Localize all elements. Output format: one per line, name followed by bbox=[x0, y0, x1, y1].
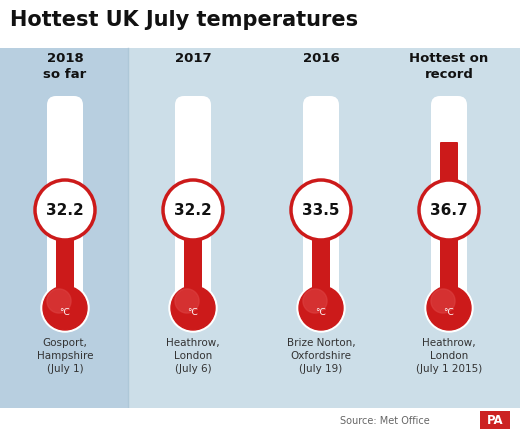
Text: 36.7: 36.7 bbox=[430, 202, 468, 218]
Circle shape bbox=[419, 180, 479, 240]
Circle shape bbox=[291, 180, 351, 240]
Text: Heathrow,
London
(July 1 2015): Heathrow, London (July 1 2015) bbox=[416, 338, 482, 375]
FancyBboxPatch shape bbox=[303, 96, 339, 304]
Text: °C: °C bbox=[316, 307, 327, 317]
FancyBboxPatch shape bbox=[175, 96, 211, 304]
Circle shape bbox=[43, 286, 87, 330]
FancyBboxPatch shape bbox=[440, 142, 458, 296]
Circle shape bbox=[297, 284, 345, 332]
Circle shape bbox=[425, 284, 473, 332]
FancyBboxPatch shape bbox=[0, 48, 128, 408]
Circle shape bbox=[171, 286, 215, 330]
Circle shape bbox=[41, 284, 89, 332]
Text: °C: °C bbox=[188, 307, 198, 317]
Text: °C: °C bbox=[60, 307, 70, 317]
Text: 32.2: 32.2 bbox=[46, 202, 84, 218]
FancyBboxPatch shape bbox=[0, 408, 520, 436]
Text: Hottest UK July temperatures: Hottest UK July temperatures bbox=[10, 10, 358, 30]
FancyBboxPatch shape bbox=[47, 96, 83, 304]
Circle shape bbox=[35, 180, 95, 240]
Text: Gosport,
Hampshire
(July 1): Gosport, Hampshire (July 1) bbox=[37, 338, 93, 375]
Text: 32.2: 32.2 bbox=[174, 202, 212, 218]
Circle shape bbox=[303, 289, 327, 313]
Circle shape bbox=[47, 289, 71, 313]
Text: °C: °C bbox=[444, 307, 454, 317]
Text: Hottest on
record: Hottest on record bbox=[409, 52, 489, 81]
FancyBboxPatch shape bbox=[480, 411, 510, 429]
Text: 2018
so far: 2018 so far bbox=[43, 52, 87, 81]
FancyBboxPatch shape bbox=[0, 0, 520, 48]
Circle shape bbox=[431, 289, 455, 313]
FancyBboxPatch shape bbox=[431, 96, 467, 304]
Circle shape bbox=[299, 286, 343, 330]
FancyBboxPatch shape bbox=[312, 180, 330, 296]
Circle shape bbox=[427, 286, 471, 330]
FancyBboxPatch shape bbox=[56, 199, 74, 296]
Circle shape bbox=[163, 180, 223, 240]
Text: 2016: 2016 bbox=[303, 52, 340, 65]
Text: 33.5: 33.5 bbox=[302, 202, 340, 218]
Circle shape bbox=[175, 289, 199, 313]
Text: PA: PA bbox=[487, 413, 503, 426]
FancyBboxPatch shape bbox=[184, 199, 202, 296]
Circle shape bbox=[169, 284, 217, 332]
Text: 2017: 2017 bbox=[175, 52, 211, 65]
Text: Source: Met Office: Source: Met Office bbox=[340, 416, 430, 426]
Text: Brize Norton,
Oxfordshire
(July 19): Brize Norton, Oxfordshire (July 19) bbox=[287, 338, 355, 375]
Text: Heathrow,
London
(July 6): Heathrow, London (July 6) bbox=[166, 338, 220, 375]
